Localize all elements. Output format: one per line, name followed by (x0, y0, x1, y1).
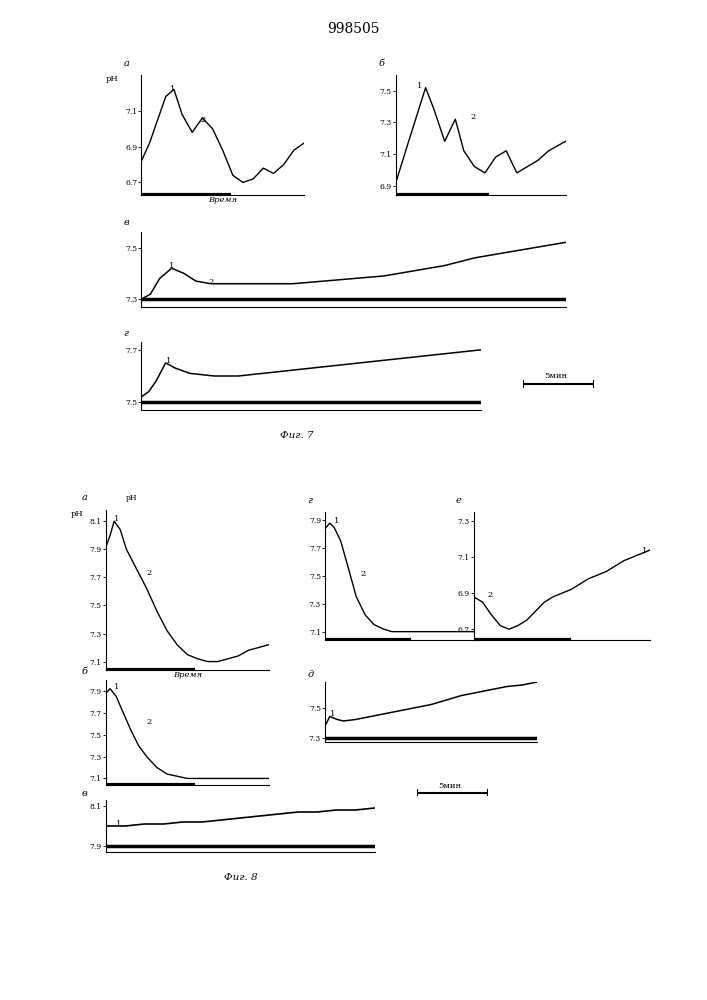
Text: б: б (378, 59, 384, 68)
Text: pH: pH (126, 494, 137, 502)
Text: 2: 2 (470, 113, 475, 121)
Text: 2: 2 (200, 116, 206, 124)
Text: д: д (308, 670, 314, 679)
Text: 2: 2 (361, 570, 366, 578)
Text: Фиг. 8: Фиг. 8 (223, 873, 257, 882)
Text: 1: 1 (169, 262, 174, 270)
Text: е: е (456, 496, 462, 505)
Text: 1: 1 (334, 517, 339, 525)
Text: 2: 2 (208, 278, 214, 286)
Text: 1: 1 (642, 547, 647, 555)
Text: 1: 1 (116, 820, 121, 828)
Text: 5мин: 5мин (438, 782, 462, 790)
X-axis label: Время: Время (208, 196, 238, 204)
Text: 1: 1 (329, 710, 335, 718)
Text: а: а (124, 59, 129, 68)
Text: pH: pH (105, 75, 118, 83)
Text: 1: 1 (115, 515, 119, 523)
Text: Фиг. 7: Фиг. 7 (280, 431, 314, 440)
Text: б: б (81, 667, 87, 676)
Text: 5мин: 5мин (544, 372, 568, 380)
Text: г: г (308, 496, 312, 505)
Text: в: в (81, 789, 87, 798)
Text: 2: 2 (147, 569, 152, 577)
Text: 1: 1 (170, 85, 175, 93)
X-axis label: Время: Время (173, 671, 202, 679)
Text: 1: 1 (165, 357, 171, 365)
Text: 2: 2 (147, 718, 152, 726)
Text: 998505: 998505 (327, 22, 380, 36)
Text: pH: pH (70, 510, 83, 518)
Text: а: а (81, 493, 87, 502)
Text: г: г (124, 329, 129, 338)
Text: 1: 1 (417, 82, 423, 90)
Text: 1: 1 (115, 683, 119, 691)
Text: в: в (124, 218, 129, 227)
Text: 2: 2 (488, 591, 493, 599)
